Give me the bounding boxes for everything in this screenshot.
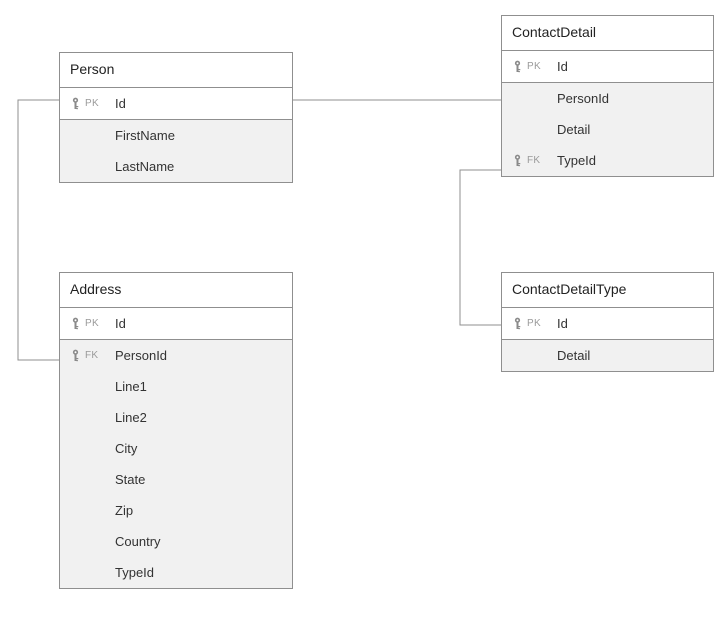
column-name: Line2: [115, 410, 147, 425]
column-row[interactable]: Country: [60, 526, 292, 557]
er-diagram-canvas: Person PK Id FirstName LastName Address PK Id FK…: [0, 0, 721, 631]
column-row[interactable]: PK Id: [60, 88, 292, 120]
column-row[interactable]: PK Id: [502, 51, 713, 83]
column-name: TypeId: [115, 565, 154, 580]
column-row[interactable]: Detail: [502, 114, 713, 145]
column-row[interactable]: PK Id: [60, 308, 292, 340]
key-cell: PK: [70, 97, 115, 110]
column-name: LastName: [115, 159, 174, 174]
column-row[interactable]: Line2: [60, 402, 292, 433]
table-person[interactable]: Person PK Id FirstName LastName: [59, 52, 293, 183]
key-cell: PK: [512, 317, 557, 330]
column-name: Line1: [115, 379, 147, 394]
column-row[interactable]: LastName: [60, 151, 292, 182]
column-name: FirstName: [115, 128, 175, 143]
key-cell: FK: [70, 349, 115, 362]
table-header[interactable]: Person: [60, 53, 292, 88]
column-row[interactable]: State: [60, 464, 292, 495]
column-row[interactable]: Zip: [60, 495, 292, 526]
table-contactdetailtype[interactable]: ContactDetailType PK Id Detail: [501, 272, 714, 372]
column-name: Id: [557, 316, 568, 331]
column-row[interactable]: PersonId: [502, 83, 713, 114]
column-name: Id: [115, 96, 126, 111]
column-row[interactable]: TypeId: [60, 557, 292, 588]
column-name: Id: [115, 316, 126, 331]
key-label: PK: [85, 318, 99, 329]
column-name: State: [115, 472, 145, 487]
table-header[interactable]: Address: [60, 273, 292, 308]
column-row[interactable]: FK PersonId: [60, 340, 292, 371]
column-name: Detail: [557, 348, 590, 363]
key-label: FK: [85, 350, 98, 361]
column-name: Detail: [557, 122, 590, 137]
key-label: PK: [527, 61, 541, 72]
table-header[interactable]: ContactDetail: [502, 16, 713, 51]
relationship-connector: [18, 100, 59, 360]
column-row[interactable]: FirstName: [60, 120, 292, 151]
column-name: Country: [115, 534, 161, 549]
table-header[interactable]: ContactDetailType: [502, 273, 713, 308]
key-cell: FK: [512, 154, 557, 167]
column-name: TypeId: [557, 153, 596, 168]
key-cell: PK: [512, 60, 557, 73]
key-label: PK: [85, 98, 99, 109]
column-name: PersonId: [557, 91, 609, 106]
column-row[interactable]: FK TypeId: [502, 145, 713, 176]
column-row[interactable]: PK Id: [502, 308, 713, 340]
column-row[interactable]: Detail: [502, 340, 713, 371]
column-row[interactable]: Line1: [60, 371, 292, 402]
column-name: Id: [557, 59, 568, 74]
relationship-connector: [460, 170, 501, 325]
table-address[interactable]: Address PK Id FK PersonId Line1 Line2 City State…: [59, 272, 293, 589]
key-label: PK: [527, 318, 541, 329]
column-name: Zip: [115, 503, 133, 518]
key-cell: PK: [70, 317, 115, 330]
table-contactdetail[interactable]: ContactDetail PK Id PersonId Detail FK TypeId: [501, 15, 714, 177]
column-name: PersonId: [115, 348, 167, 363]
key-label: FK: [527, 155, 540, 166]
column-name: City: [115, 441, 137, 456]
column-row[interactable]: City: [60, 433, 292, 464]
